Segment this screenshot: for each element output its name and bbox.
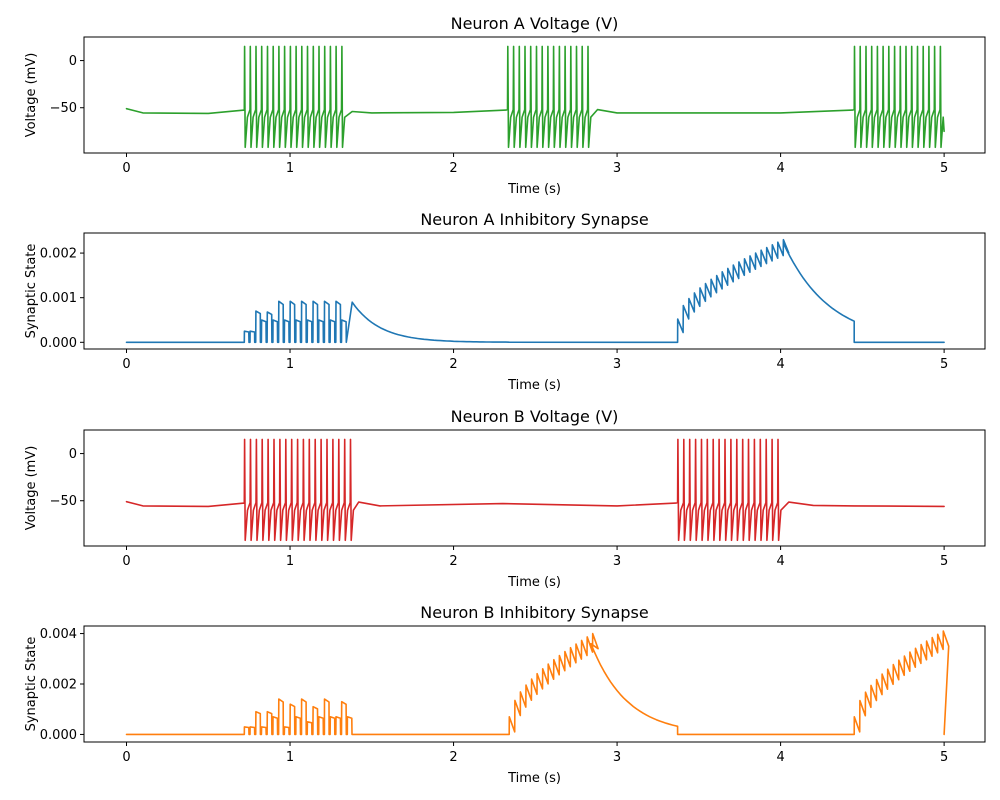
y-axis-label: Synaptic State [24, 244, 39, 339]
series-line [125, 630, 950, 736]
x-tick-label: 4 [776, 750, 784, 765]
x-tick-label: 2 [449, 161, 457, 176]
panel-title: Neuron A Voltage (V) [451, 14, 619, 33]
y-axis-label: Voltage (mV) [24, 446, 39, 531]
y-tick-label: 0.002 [40, 678, 77, 693]
x-tick-label: 0 [122, 357, 130, 372]
x-tick-label: 1 [286, 554, 294, 569]
x-tick-label: 4 [776, 161, 784, 176]
y-tick-label: 0.000 [40, 728, 77, 743]
plot-frame [83, 429, 986, 547]
series-line [125, 45, 945, 149]
panel-title: Neuron B Inhibitory Synapse [420, 603, 648, 622]
x-axis-label: Time (s) [507, 378, 561, 393]
y-tick-label: −50 [50, 101, 77, 116]
x-tick-label: 1 [286, 357, 294, 372]
x-tick-label: 0 [122, 161, 130, 176]
x-tick-label: 0 [122, 554, 130, 569]
x-tick-label: 3 [613, 357, 621, 372]
x-tick-label: 3 [613, 750, 621, 765]
x-tick-label: 0 [122, 750, 130, 765]
x-axis-label: Time (s) [507, 182, 561, 197]
x-tick-label: 4 [776, 357, 784, 372]
panel-1: Neuron A Voltage (V) 0 1 2 3 4 5 0 −50 Time (s) Vo… [24, 14, 986, 197]
y-tick-label: 0.004 [40, 627, 77, 642]
x-tick-label: 1 [286, 161, 294, 176]
x-axis-label: Time (s) [507, 575, 561, 590]
x-tick-label: 5 [940, 554, 948, 569]
y-tick-label: 0.001 [40, 291, 77, 306]
x-tick-label: 3 [613, 554, 621, 569]
panel-3: Neuron B Voltage (V) 0 1 2 3 4 5 0 −50 Time (s) Vo… [24, 407, 986, 590]
y-axis-label: Synaptic State [24, 637, 39, 732]
x-tick-label: 3 [613, 161, 621, 176]
panel-title: Neuron B Voltage (V) [451, 407, 619, 426]
x-tick-label: 5 [940, 750, 948, 765]
x-tick-label: 5 [940, 161, 948, 176]
plot-frame [83, 36, 986, 154]
plot-frame [83, 232, 986, 350]
y-tick-label: 0.002 [40, 247, 77, 262]
x-tick-label: 2 [449, 750, 457, 765]
x-axis-label: Time (s) [507, 771, 561, 786]
y-tick-label: 0 [69, 447, 77, 462]
y-axis-label: Voltage (mV) [24, 53, 39, 138]
x-tick-label: 2 [449, 357, 457, 372]
y-tick-label: −50 [50, 494, 77, 509]
x-tick-label: 2 [449, 554, 457, 569]
y-tick-label: 0.000 [40, 336, 77, 351]
panel-2: Neuron A Inhibitory Synapse 0 1 2 3 4 5 0.000 0.… [24, 210, 986, 393]
series-line [125, 238, 945, 344]
panel-title: Neuron A Inhibitory Synapse [420, 210, 648, 229]
x-tick-label: 5 [940, 357, 948, 372]
x-tick-label: 1 [286, 750, 294, 765]
y-tick-label: 0 [69, 54, 77, 69]
series-line [125, 438, 945, 542]
x-tick-label: 4 [776, 554, 784, 569]
panel-4: Neuron B Inhibitory Synapse 0 1 2 3 4 5 0.000 0.… [24, 603, 986, 786]
